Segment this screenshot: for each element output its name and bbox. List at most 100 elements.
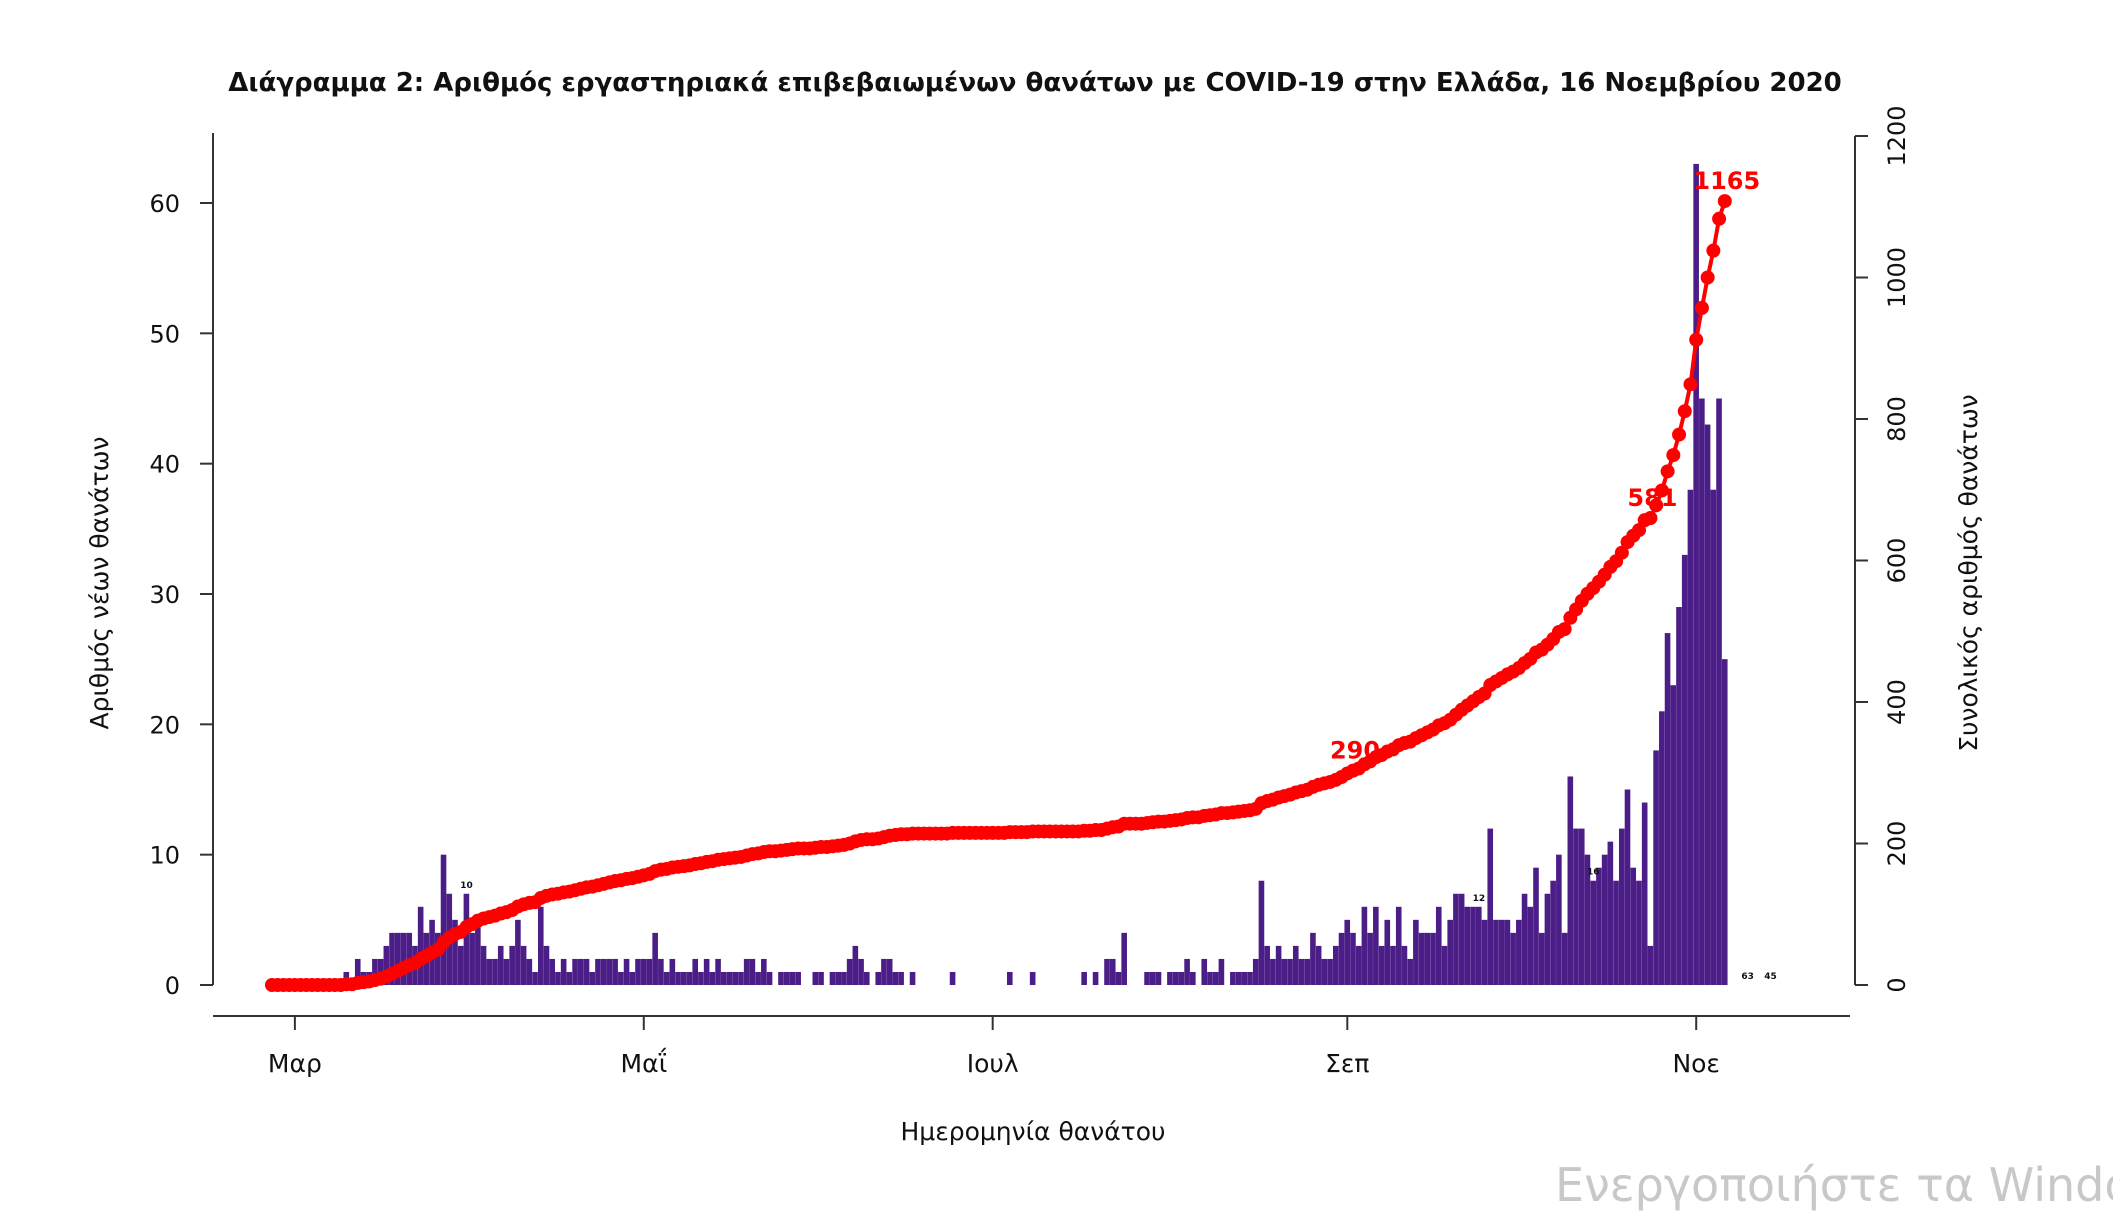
- daily-deaths-bar: [1578, 828, 1585, 985]
- left-tick-label: 20: [149, 711, 180, 739]
- cumulative-deaths-line: [265, 194, 1732, 992]
- daily-deaths-bar: [1493, 919, 1499, 985]
- daily-deaths-bar: [812, 971, 819, 985]
- daily-deaths-bar: [881, 958, 887, 985]
- daily-deaths-bar: [1664, 633, 1671, 985]
- daily-deaths-bar: [1395, 906, 1402, 985]
- daily-deaths-bar: [492, 958, 498, 985]
- bar-data-label: 45: [1764, 972, 1777, 982]
- daily-deaths-bar: [1264, 945, 1270, 985]
- daily-deaths-bar: [1207, 971, 1213, 985]
- daily-deaths-bar: [1109, 958, 1116, 985]
- daily-deaths-bar: [389, 932, 395, 985]
- daily-deaths-bar: [818, 971, 824, 985]
- daily-deaths-bar: [720, 971, 727, 985]
- daily-deaths-bar: [1590, 880, 1596, 985]
- left-tick-label: 10: [149, 842, 180, 870]
- daily-deaths-bar: [1596, 867, 1602, 985]
- left-axis-ticks: 0 10 20 30 40 50 60: [149, 190, 213, 1000]
- daily-deaths-bar: [846, 958, 853, 985]
- daily-deaths-bar: [835, 971, 841, 985]
- daily-deaths-bar: [1441, 945, 1448, 985]
- daily-deaths-bar: [1287, 958, 1293, 985]
- cumulative-point: [1660, 464, 1675, 479]
- daily-deaths-bar: [1270, 958, 1276, 985]
- daily-deaths-bar: [560, 958, 567, 985]
- daily-deaths-bar: [738, 971, 744, 985]
- daily-deaths-bar: [1716, 398, 1722, 985]
- daily-deaths-bar: [1350, 932, 1356, 985]
- daily-deaths-bar: [1361, 906, 1368, 985]
- daily-deaths-bar: [1172, 971, 1179, 985]
- daily-deaths-bar: [1104, 958, 1110, 985]
- daily-deaths-bar: [1573, 828, 1579, 985]
- daily-deaths-bar: [749, 958, 756, 985]
- daily-deaths-bar: [1401, 945, 1408, 985]
- daily-deaths-bar: [497, 945, 504, 985]
- daily-deaths-bar: [1567, 776, 1574, 985]
- daily-deaths-bar: [886, 958, 893, 985]
- right-tick-label: 1000: [1883, 247, 1911, 308]
- daily-deaths-bar: [532, 971, 538, 985]
- daily-deaths-bar: [652, 932, 658, 985]
- daily-deaths-bar: [486, 958, 493, 985]
- daily-deaths-bar: [1430, 932, 1436, 985]
- daily-deaths-bar: [1230, 971, 1236, 985]
- daily-deaths-bar: [1550, 880, 1556, 985]
- daily-deaths-bar: [1533, 867, 1539, 985]
- daily-deaths-bar: [1653, 750, 1659, 985]
- daily-deaths-bar: [1235, 971, 1242, 985]
- daily-deaths-bar: [875, 971, 882, 985]
- daily-deaths-bars: [343, 163, 1728, 986]
- daily-deaths-bar: [1344, 919, 1351, 985]
- daily-deaths-bar: [1006, 971, 1013, 985]
- daily-deaths-bar: [1407, 958, 1413, 985]
- daily-deaths-bar: [783, 971, 790, 985]
- daily-deaths-bar: [1699, 398, 1705, 985]
- daily-deaths-bar: [680, 971, 687, 985]
- daily-deaths-bar: [526, 958, 533, 985]
- daily-deaths-bar: [766, 971, 773, 985]
- daily-deaths-bar: [372, 958, 378, 985]
- right-axis-ticks: 0 200 400 600 800 1000 1200: [1855, 105, 1911, 993]
- bar-data-label: 10: [460, 881, 473, 891]
- daily-deaths-bar: [1390, 945, 1396, 985]
- cumulative-point-label: 290: [1330, 737, 1380, 765]
- daily-deaths-bar: [435, 932, 441, 985]
- cumulative-point: [1649, 498, 1664, 513]
- daily-deaths-bar: [463, 893, 470, 985]
- daily-deaths-bar: [1504, 919, 1511, 985]
- daily-deaths-bar: [743, 958, 750, 985]
- daily-deaths-bar: [1149, 971, 1156, 985]
- daily-deaths-bar: [589, 971, 596, 985]
- daily-deaths-bar: [417, 906, 424, 985]
- x-tick-label: Ιουλ: [967, 1049, 1019, 1078]
- right-tick-label: 800: [1883, 396, 1911, 442]
- right-tick-label: 1200: [1883, 105, 1911, 166]
- daily-deaths-bar: [1435, 906, 1442, 985]
- cumulative-point: [1643, 511, 1658, 526]
- daily-deaths-bar: [503, 958, 510, 985]
- x-tick-label: Σεπ: [1325, 1049, 1369, 1078]
- daily-deaths-bar: [658, 958, 664, 985]
- daily-deaths-bar: [669, 958, 676, 985]
- daily-deaths-bar: [1624, 789, 1631, 985]
- daily-deaths-bar: [1516, 919, 1522, 985]
- cumulative-point: [1694, 300, 1709, 315]
- right-tick-label: 200: [1883, 821, 1911, 867]
- daily-deaths-bar: [703, 958, 710, 985]
- daily-deaths-bar: [1178, 971, 1185, 985]
- daily-deaths-bar: [755, 971, 761, 985]
- daily-deaths-bar: [1327, 958, 1333, 985]
- daily-deaths-bar: [1218, 958, 1225, 985]
- daily-deaths-bar: [394, 932, 401, 985]
- daily-deaths-bar: [572, 958, 578, 985]
- daily-deaths-bar: [1641, 802, 1648, 985]
- daily-deaths-bar: [1212, 971, 1219, 985]
- daily-deaths-bar: [543, 945, 550, 985]
- daily-deaths-bar: [383, 945, 390, 985]
- daily-deaths-bar: [549, 958, 556, 985]
- daily-deaths-bar: [1155, 971, 1162, 985]
- daily-deaths-bar: [475, 919, 481, 985]
- daily-deaths-bar: [1167, 971, 1173, 985]
